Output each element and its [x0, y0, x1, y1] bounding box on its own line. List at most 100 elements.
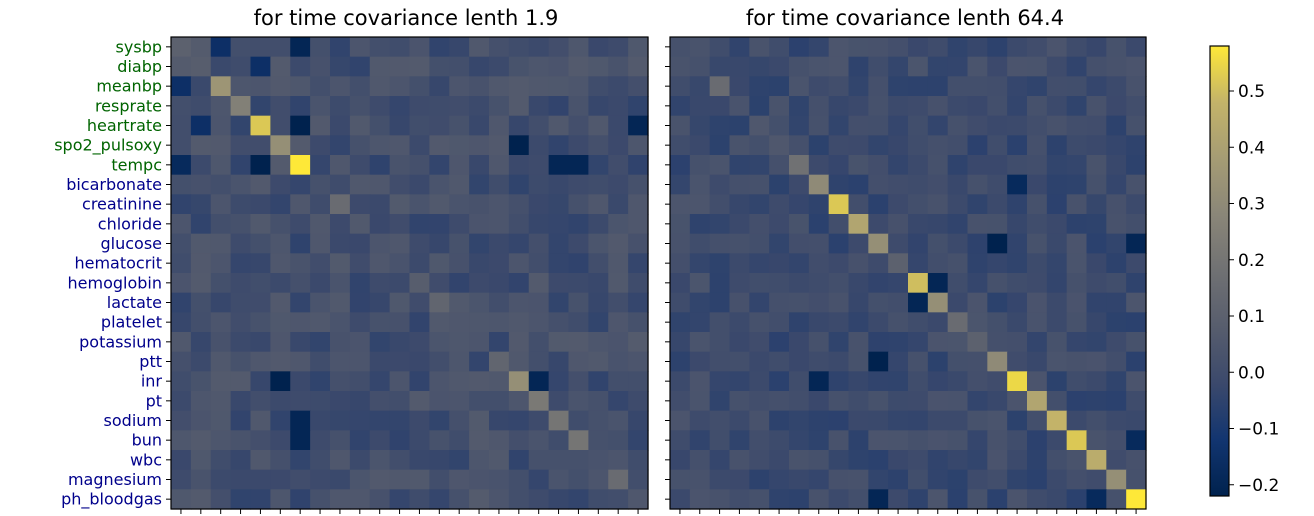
heatmap-cell — [528, 410, 550, 431]
heatmap-cell — [608, 56, 629, 77]
heatmap-cell — [489, 115, 510, 136]
heatmap-cell — [429, 214, 450, 235]
heatmap-cell — [1046, 253, 1068, 274]
heatmap-cell — [689, 37, 711, 58]
heatmap-cell — [290, 135, 311, 156]
heatmap-cell — [868, 410, 889, 431]
heatmap-cell — [449, 391, 470, 412]
heatmap-cell — [528, 174, 550, 195]
heatmap-cell — [409, 214, 430, 235]
colorbar-tick-label: 0.3 — [1238, 195, 1265, 215]
heatmap-cell — [789, 469, 810, 490]
heatmap-cell — [469, 76, 490, 97]
heatmap-cell — [369, 174, 391, 195]
heatmap-cell — [290, 115, 311, 136]
heatmap-cell — [828, 115, 850, 136]
heatmap-cell — [1027, 292, 1048, 313]
heatmap-cell — [1126, 135, 1147, 156]
heatmap-cell — [808, 96, 830, 117]
heatmap-cell — [171, 253, 192, 274]
heatmap-cell — [548, 253, 570, 274]
heatmap-cell — [1046, 273, 1068, 294]
heatmap-cell — [548, 76, 570, 97]
row-label-sysbp: sysbp — [116, 37, 162, 56]
heatmap-cell — [409, 489, 430, 510]
heatmap-cell — [469, 115, 490, 136]
heatmap-cell — [987, 155, 1008, 176]
heatmap-cell — [528, 312, 550, 333]
heatmap-cell — [528, 76, 550, 97]
heatmap-cell — [389, 489, 411, 510]
heatmap-cell — [528, 351, 550, 372]
heatmap-cell — [908, 233, 929, 254]
heatmap-cell — [608, 273, 629, 294]
heatmap-cell — [528, 96, 550, 117]
heatmap-cell — [449, 410, 470, 431]
heatmap-cell — [250, 194, 271, 215]
heatmap-cell — [270, 410, 291, 431]
heatmap-cell — [409, 469, 430, 490]
heatmap-cell — [947, 391, 969, 412]
heatmap-cell — [171, 96, 192, 117]
heatmap-cell — [670, 410, 691, 431]
heatmap-cell — [409, 312, 430, 333]
heatmap-cell — [588, 233, 609, 254]
heatmap-cell — [409, 174, 430, 195]
panel-2-cells — [670, 37, 1147, 510]
heatmap-cell — [349, 469, 371, 490]
heatmap-cell — [310, 135, 331, 156]
heatmap-cell — [469, 312, 490, 333]
heatmap-cell — [947, 253, 969, 274]
heatmap-cell — [967, 174, 988, 195]
heatmap-cell — [987, 273, 1008, 294]
heatmap-cell — [789, 253, 810, 274]
heatmap-cell — [548, 292, 570, 313]
heatmap-cell — [210, 273, 232, 294]
heatmap-cell — [568, 292, 589, 313]
heatmap-cell — [908, 174, 929, 195]
heatmap-cell — [608, 194, 629, 215]
heatmap-cell — [1106, 194, 1127, 215]
heatmap-cell — [171, 115, 192, 136]
heatmap-cell — [709, 96, 731, 117]
heatmap-cell — [349, 332, 371, 353]
heatmap-cell — [330, 430, 351, 451]
heatmap-cell — [409, 273, 430, 294]
heatmap-cell — [1086, 371, 1107, 392]
heatmap-cell — [568, 37, 589, 58]
heatmap-cell — [588, 430, 609, 451]
heatmap-cell — [608, 292, 629, 313]
heatmap-cell — [808, 115, 830, 136]
heatmap-cell — [789, 214, 810, 235]
row-label-ph-bloodgas: ph_bloodgas — [61, 490, 162, 510]
heatmap-cell — [210, 96, 232, 117]
heatmap-cell — [310, 56, 331, 77]
heatmap-cell — [628, 233, 649, 254]
heatmap-cell — [389, 194, 411, 215]
heatmap-cell — [769, 194, 790, 215]
heatmap-cell — [250, 253, 271, 274]
heatmap-cell — [190, 96, 212, 117]
heatmap-cell — [608, 135, 629, 156]
heatmap-cell — [349, 371, 371, 392]
heatmap-cell — [508, 155, 530, 176]
heatmap-cell — [489, 214, 510, 235]
heatmap-cell — [709, 312, 731, 333]
heatmap-cell — [548, 174, 570, 195]
heatmap-cell — [709, 410, 731, 431]
row-label-pt: pt — [146, 391, 162, 410]
heatmap-cell — [749, 115, 770, 136]
heatmap-cell — [250, 76, 271, 97]
heatmap-cell — [709, 469, 731, 490]
heatmap-cell — [808, 292, 830, 313]
heatmap-cell — [310, 155, 331, 176]
heatmap-cell — [310, 194, 331, 215]
heatmap-cell — [1027, 489, 1048, 510]
heatmap-cell — [1126, 174, 1147, 195]
heatmap-cell — [270, 96, 291, 117]
heatmap-cell — [789, 391, 810, 412]
heatmap-cell — [270, 56, 291, 77]
heatmap-cell — [927, 351, 949, 372]
heatmap-cell — [290, 174, 311, 195]
heatmap-cell — [769, 391, 790, 412]
